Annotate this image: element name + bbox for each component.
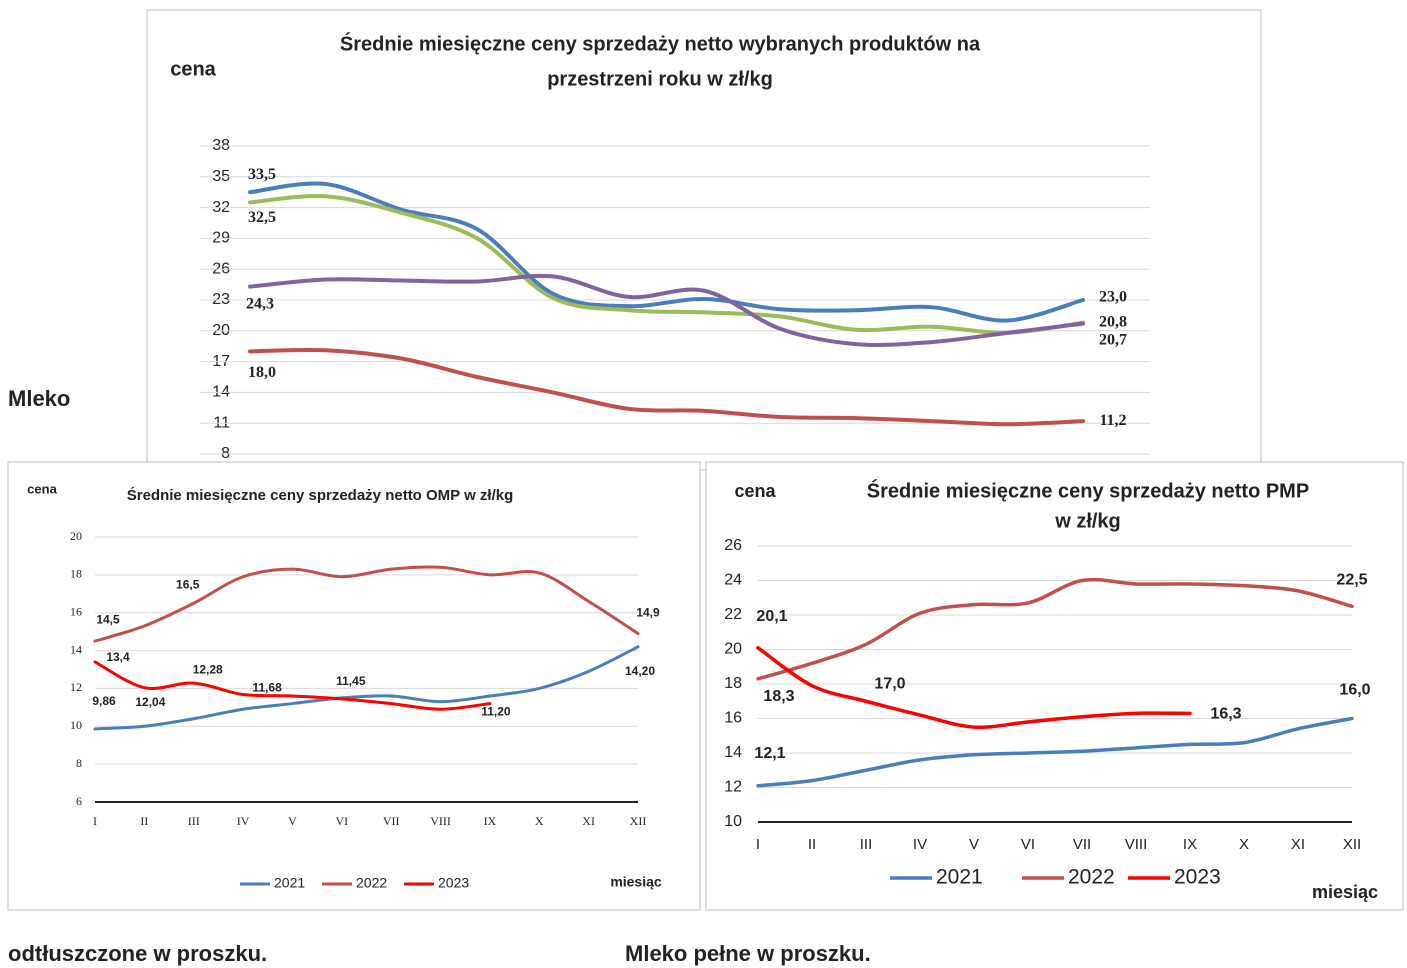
y-tick-label: 16 [724,710,742,727]
y-tick-label: 26 [724,537,742,554]
x-tick-label: V [969,836,979,853]
y-axis-label: cena [27,481,57,496]
data-label: 23,0 [1099,289,1127,306]
x-tick-label: I [756,836,760,853]
legend-label: 2022 [356,875,387,891]
data-label: 11,2 [1099,412,1126,429]
series-line [756,646,1192,730]
y-tick-label: 20 [724,641,742,658]
x-tick-label: X [1239,836,1249,853]
data-label: 11,45 [336,674,366,688]
chart-title: przestrzeni roku w zł/kg [547,68,773,90]
data-label: 11,20 [481,705,511,719]
x-axis-label: miesiąc [1312,882,1378,902]
data-label: 17,0 [874,675,905,692]
data-label: 24,3 [246,295,274,312]
x-tick-label: VI [1021,836,1035,853]
y-axis-label: cena [170,58,216,80]
x-tick-label: VIII [1125,836,1148,853]
x-tick-label: I [93,814,97,828]
series-line [93,645,640,731]
data-label: 18,3 [763,688,794,705]
x-tick-label: IV [913,836,927,853]
y-tick-label: 22 [724,606,742,623]
chart-title: Średnie miesięczne ceny sprzedaży netto … [867,478,1309,502]
data-label: 20,8 [1099,313,1127,330]
series-line [248,181,1085,323]
x-tick-label: IX [1183,836,1197,853]
x-tick-label: II [140,814,148,828]
chart-title: Średnie miesięczne ceny sprzedaży netto … [340,31,981,55]
x-tick-label: IV [237,814,250,828]
y-tick-label: 18 [70,567,82,581]
legend-label: 2022 [1068,866,1115,889]
y-tick-label: 16 [70,604,82,618]
x-tick-label: XI [582,814,595,828]
legend-label: 2023 [1174,866,1221,889]
legend-label: 2021 [274,875,305,891]
y-tick-label: 20 [70,529,82,543]
data-label: 32,5 [248,209,276,226]
data-label: 14,20 [625,664,655,678]
series-line [93,660,492,711]
side-label: Mleko [8,386,70,411]
data-label: 20,7 [1099,331,1127,348]
y-tick-label: 14 [724,744,742,761]
data-label: 14,9 [636,606,660,620]
chart-frame [146,9,1262,471]
y-tick-label: 10 [724,813,742,830]
y-tick-label: 12 [70,680,82,694]
x-tick-label: XII [630,814,647,828]
x-tick-label: XI [1291,836,1305,853]
y-tick-label: 14 [70,642,82,656]
x-tick-label: V [288,814,297,828]
chart-title: w zł/kg [1054,510,1121,532]
series-line [248,347,1085,427]
data-label: 13,4 [106,650,130,664]
data-label: 11,68 [252,681,282,695]
data-label: 18,0 [248,364,276,381]
data-label: 12,04 [135,695,165,709]
series-line [248,194,1085,335]
x-tick-label: VII [383,814,400,828]
y-axis-label: cena [734,481,776,501]
x-axis-label: miesiąc [610,874,662,890]
chart-title: Średnie miesięczne ceny sprzedaży netto … [127,486,514,504]
x-tick-label: VII [1073,836,1091,853]
data-label: 14,5 [96,612,120,626]
data-label: 16,0 [1339,682,1370,699]
x-tick-label: III [860,836,873,853]
y-tick-label: 8 [76,756,82,770]
x-tick-label: III [188,814,200,828]
series-line [93,565,640,643]
data-label: 16,5 [176,577,200,591]
legend-label: 2023 [438,875,469,891]
data-label: 12,1 [754,745,785,762]
x-tick-label: II [808,836,816,853]
x-tick-label: IX [484,814,497,828]
y-tick-label: 18 [724,675,742,692]
caption: Mleko pełne w proszku. [625,941,871,966]
series-line [248,273,1085,348]
y-tick-label: 12 [724,779,742,796]
x-tick-label: X [535,814,544,828]
data-label: 20,1 [756,608,787,625]
data-label: 33,5 [248,166,276,183]
y-tick-label: 24 [724,572,742,589]
y-tick-label: 10 [70,718,82,732]
data-label: 16,3 [1210,706,1241,723]
x-tick-label: VI [335,814,348,828]
chart-frame [705,461,1404,911]
data-label: 9,86 [92,694,116,708]
legend-label: 2021 [936,866,983,889]
x-tick-label: VIII [430,814,451,828]
data-label: 12,28 [193,662,223,676]
caption: odtłuszczone w proszku. [8,941,267,966]
series-line [756,716,1354,788]
y-tick-label: 6 [76,794,82,808]
x-tick-label: XII [1343,836,1361,853]
series-line [756,577,1354,681]
data-label: 22,5 [1336,572,1367,589]
